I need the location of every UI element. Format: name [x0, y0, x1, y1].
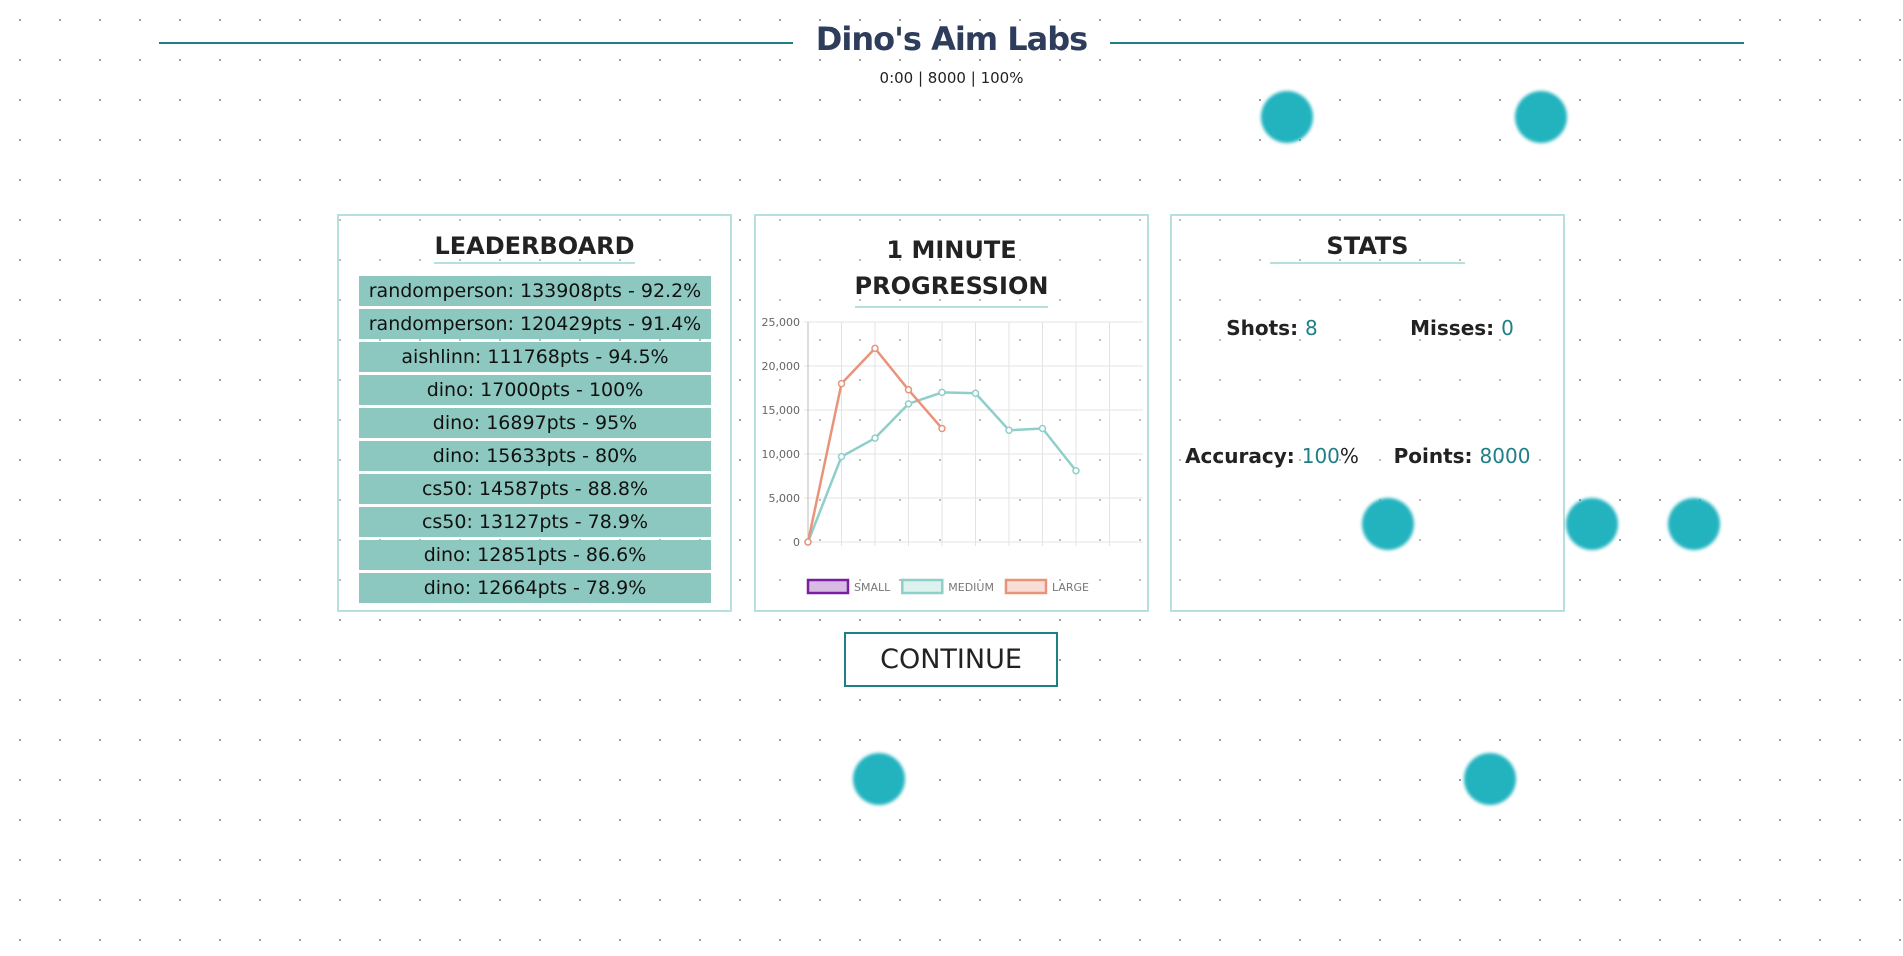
point	[1005, 426, 1013, 434]
stat-label: Points:	[1393, 444, 1473, 468]
y-tick-label: 20,000	[762, 360, 801, 373]
legend-label: SMALL	[854, 581, 891, 594]
leaderboard-row: randomperson: 120429pts - 91.4%	[359, 309, 711, 339]
stat-value: 0	[1501, 316, 1514, 340]
stats-panel: STATS Shots: 8 Misses: 0 Accuracy: 100% Poi…	[1170, 214, 1565, 612]
point	[938, 424, 946, 433]
stat-unit: %	[1339, 444, 1359, 468]
y-tick-label: 10,000	[762, 448, 801, 461]
target[interactable]	[1515, 91, 1567, 143]
y-tick-label: 25,000	[762, 316, 801, 329]
point	[904, 386, 913, 394]
legend-label: MEDIUM	[948, 581, 994, 594]
stat: Shots: 8	[1172, 316, 1372, 340]
leaderboard-row: cs50: 13127pts - 78.9%	[359, 507, 711, 537]
point	[837, 379, 846, 388]
chart: 0 5,000 10,000 15,000 20,000 25,000 SMALL MEDIU…	[762, 316, 1143, 595]
stat-value: 100	[1301, 444, 1340, 468]
continue-button[interactable]: CONTINUE	[844, 632, 1058, 687]
stat: Accuracy: 100%	[1172, 444, 1372, 468]
point	[804, 538, 812, 546]
leaderboard-row: dino: 17000pts - 100%	[359, 375, 711, 405]
stat-value: 8	[1305, 316, 1318, 340]
title: Dino's Aim Labs	[815, 20, 1088, 58]
leaderboard-row: aishlinn: 111768pts - 94.5%	[359, 342, 711, 372]
title-rule	[1110, 42, 1744, 44]
panel-title: LEADERBOARD	[434, 232, 635, 264]
stat-label: Accuracy:	[1185, 444, 1295, 468]
target[interactable]	[1566, 498, 1618, 550]
point	[837, 452, 846, 461]
point	[904, 400, 913, 408]
y-tick-label: 15,000	[762, 404, 801, 417]
leaderboard-row: cs50: 14587pts - 88.8%	[359, 474, 711, 504]
target[interactable]	[1362, 498, 1414, 550]
point	[938, 388, 946, 397]
y-tick-label: 0	[793, 536, 800, 549]
stat-label: Misses:	[1410, 316, 1495, 340]
target[interactable]	[853, 753, 905, 805]
chart-panel: 1 MINUTE PROGRESSION 0 5,000 10,000 15,000 2…	[754, 214, 1149, 612]
stat: Misses: 0	[1362, 316, 1562, 340]
point	[1038, 424, 1047, 433]
y-tick-label: 5,000	[769, 492, 801, 505]
legend-swatch	[901, 578, 944, 595]
leaderboard-row: randomperson: 133908pts - 92.2%	[359, 276, 711, 306]
stat: Points: 8000	[1362, 444, 1562, 468]
status: 0:00 | 8000 | 100%	[879, 69, 1024, 87]
point	[1072, 466, 1080, 475]
stat-label: Shots:	[1226, 316, 1299, 340]
leaderboard-panel: LEADERBOARD randomperson: 133908pts - 92…	[337, 214, 732, 612]
leaderboard-row: dino: 12664pts - 78.9%	[359, 573, 711, 603]
leaderboard-row: dino: 15633pts - 80%	[359, 441, 711, 471]
target[interactable]	[1464, 753, 1516, 805]
point	[971, 389, 980, 398]
stat-value: 8000	[1479, 444, 1531, 468]
leaderboard-row: dino: 16897pts - 95%	[359, 408, 711, 438]
target[interactable]	[1668, 498, 1720, 550]
leaderboard-row: dino: 12851pts - 86.6%	[359, 540, 711, 570]
panel-title: STATS	[1270, 232, 1465, 264]
legend-label: LARGE	[1052, 581, 1089, 594]
legend-swatch	[1004, 578, 1048, 595]
legend-swatch	[806, 578, 850, 595]
target[interactable]	[1261, 91, 1313, 143]
panel-title: 1 MINUTE PROGRESSION	[854, 232, 1049, 308]
point	[871, 344, 879, 353]
point	[871, 434, 879, 442]
title-rule	[159, 42, 793, 44]
